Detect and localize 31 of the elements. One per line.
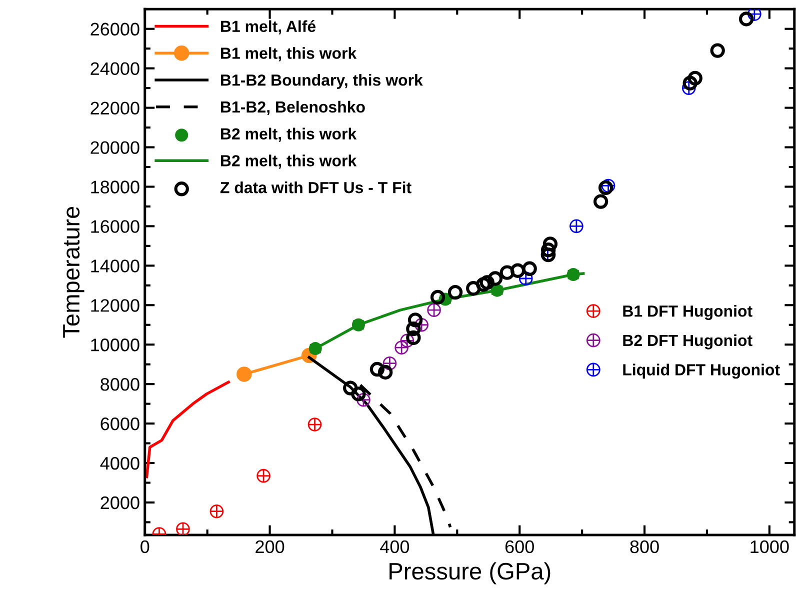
legend-label: B2 DFT Hugoniot (623, 334, 752, 350)
legend-label: Liquid DFT Hugoniot (623, 364, 780, 379)
legend-label: B1 melt, Alfé (221, 20, 316, 34)
x-tick-label: 800 (630, 540, 659, 554)
y-tick-label: 16000 (91, 220, 140, 233)
y-tick-label: 20000 (90, 141, 140, 154)
legend-label: Z data with DFT Us - T Fit (220, 182, 412, 194)
y-tick-label: 4000 (100, 456, 140, 470)
y-tick-label: 6000 (100, 417, 140, 430)
y-tick-label: 14000 (91, 260, 140, 272)
x-axis-title: Pressure (GPa) (390, 562, 550, 584)
legend-label: B1 DFT Hugoniot (623, 305, 752, 320)
y-tick-label: 2000 (100, 496, 140, 510)
legend-label: B2 melt, this work (221, 128, 357, 142)
x-tick-label: 600 (505, 540, 534, 554)
x-tick-label: 0 (140, 540, 150, 554)
legend-label: B1-B2, Belenoshko (221, 100, 365, 115)
x-tick-label: 1000 (750, 540, 789, 554)
y-tick-label: 24000 (90, 62, 140, 76)
y-tick-label: 26000 (90, 22, 140, 36)
legend-label: B2 melt, this work (221, 154, 357, 169)
y-tick-label: 8000 (100, 378, 140, 391)
legend-label: B1-B2 Boundary, this work (221, 74, 423, 89)
y-tick-label: 22000 (90, 102, 140, 115)
legend-label: B1 melt, this work (221, 47, 357, 62)
y-axis-title: Temperature (63, 206, 84, 338)
y-tick-label: 18000 (91, 180, 140, 194)
y-tick-label: 12000 (91, 299, 140, 312)
y-tick-label: 10000 (91, 338, 140, 352)
x-tick-label: 200 (256, 540, 284, 554)
x-tick-label: 400 (380, 540, 410, 554)
